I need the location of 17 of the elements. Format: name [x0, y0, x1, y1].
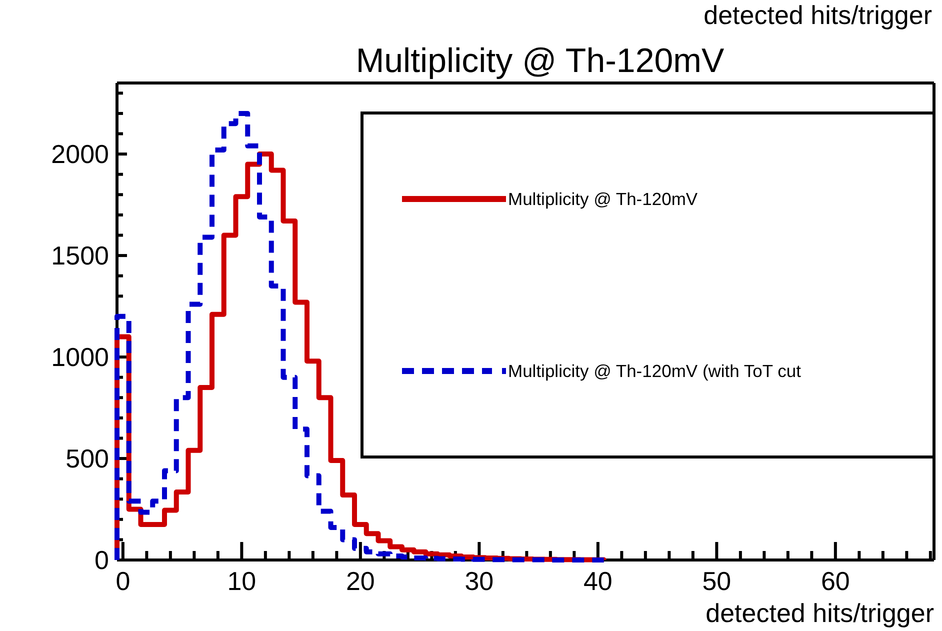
x-tick-label: 10 — [227, 566, 256, 596]
x-tick-label: 40 — [583, 566, 612, 596]
chart-title: Multiplicity @ Th-120mV — [356, 42, 724, 80]
x-tick-label: 0 — [116, 566, 130, 596]
y-tick-label: 2000 — [51, 139, 109, 170]
y-tick-label: 500 — [66, 444, 109, 474]
x-tick-label: 50 — [702, 566, 732, 596]
text: detected hits/trigger — [704, 0, 932, 30]
y-tick-label: 1500 — [51, 240, 109, 271]
x-tick-label: 20 — [346, 566, 375, 596]
y-tick-label: 1000 — [51, 342, 109, 372]
legend-label: Multiplicity @ Th-120mV (with ToT cut — [508, 361, 802, 382]
x-tick-label: 60 — [820, 566, 850, 596]
x-axis-title: detected hits/trigger — [706, 598, 934, 628]
x-tick-label: 30 — [464, 566, 494, 596]
legend-label: Multiplicity @ Th-120mV — [508, 189, 698, 210]
y-tick-label: 0 — [94, 545, 109, 576]
